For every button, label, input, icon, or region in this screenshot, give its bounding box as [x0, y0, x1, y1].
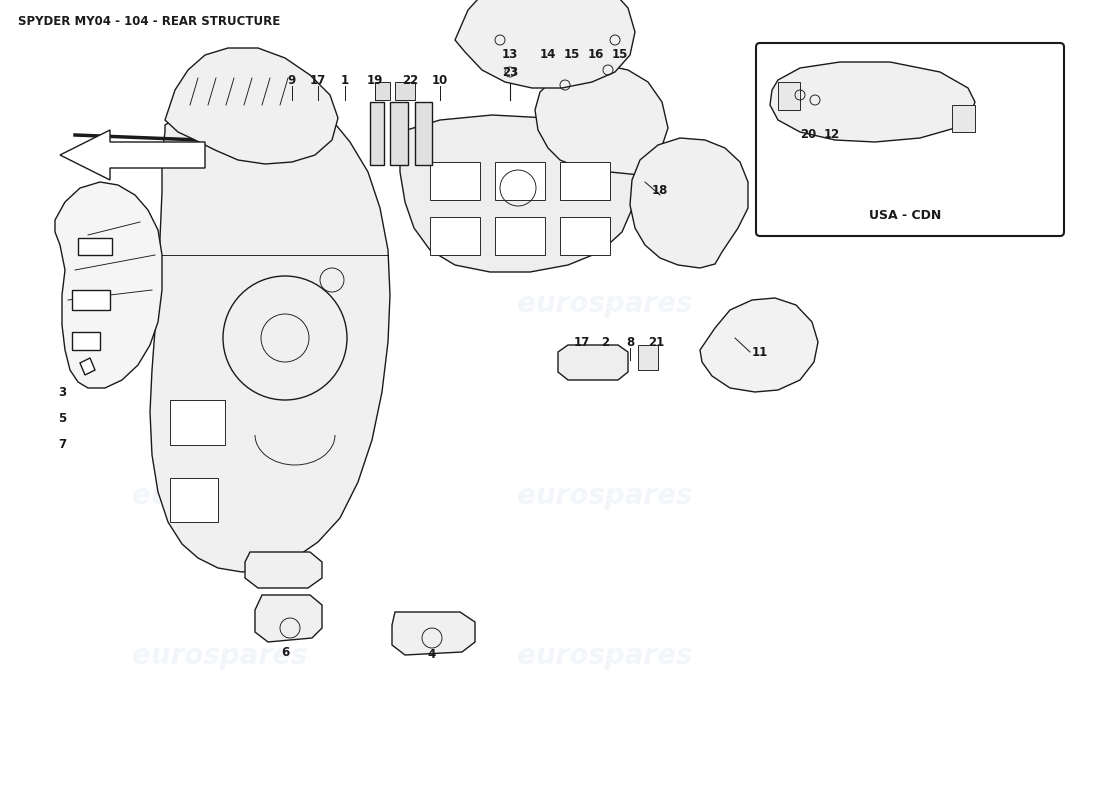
Polygon shape	[778, 82, 800, 110]
Polygon shape	[370, 102, 384, 165]
Text: 17: 17	[574, 335, 590, 349]
Polygon shape	[415, 102, 432, 165]
Polygon shape	[535, 65, 668, 175]
Polygon shape	[700, 298, 818, 392]
Polygon shape	[638, 345, 658, 370]
Polygon shape	[55, 182, 162, 388]
Text: 20: 20	[800, 129, 816, 142]
Text: eurospares: eurospares	[132, 290, 308, 318]
Text: eurospares: eurospares	[132, 482, 308, 510]
FancyBboxPatch shape	[756, 43, 1064, 236]
Text: 3: 3	[58, 386, 66, 398]
Polygon shape	[558, 345, 628, 380]
Text: eurospares: eurospares	[517, 642, 693, 670]
Polygon shape	[430, 162, 480, 200]
Text: 16: 16	[587, 49, 604, 62]
Polygon shape	[375, 82, 390, 100]
Polygon shape	[72, 290, 110, 310]
Polygon shape	[170, 478, 218, 522]
Polygon shape	[400, 115, 635, 272]
Polygon shape	[560, 162, 610, 200]
Text: 19: 19	[366, 74, 383, 86]
Polygon shape	[560, 217, 610, 255]
Text: 21: 21	[648, 335, 664, 349]
Polygon shape	[170, 400, 226, 445]
Text: 13: 13	[502, 49, 518, 62]
Text: USA - CDN: USA - CDN	[869, 209, 942, 222]
Polygon shape	[395, 82, 415, 100]
Text: SPYDER MY04 - 104 - REAR STRUCTURE: SPYDER MY04 - 104 - REAR STRUCTURE	[18, 15, 280, 28]
Polygon shape	[165, 48, 338, 164]
Polygon shape	[390, 102, 408, 165]
Polygon shape	[495, 217, 544, 255]
Polygon shape	[630, 138, 748, 268]
Polygon shape	[255, 595, 322, 642]
Polygon shape	[495, 162, 544, 200]
Text: 4: 4	[428, 649, 436, 662]
Text: eurospares: eurospares	[132, 642, 308, 670]
Polygon shape	[150, 98, 390, 572]
Polygon shape	[952, 105, 975, 132]
Text: 12: 12	[824, 129, 840, 142]
Polygon shape	[770, 62, 975, 142]
Text: 14: 14	[540, 49, 557, 62]
Text: 15: 15	[564, 49, 580, 62]
Text: 11: 11	[752, 346, 768, 358]
Text: 18: 18	[652, 183, 668, 197]
Text: 5: 5	[58, 411, 66, 425]
Text: 23: 23	[502, 66, 518, 78]
Polygon shape	[245, 552, 322, 588]
Text: 10: 10	[432, 74, 448, 86]
Polygon shape	[60, 130, 205, 180]
Text: 15: 15	[612, 49, 628, 62]
Text: 7: 7	[58, 438, 66, 451]
Polygon shape	[455, 0, 635, 88]
Polygon shape	[78, 238, 112, 255]
Text: 22: 22	[402, 74, 418, 86]
Text: 9: 9	[288, 74, 296, 86]
Text: 17: 17	[310, 74, 326, 86]
Polygon shape	[392, 612, 475, 655]
Polygon shape	[430, 217, 480, 255]
Text: eurospares: eurospares	[517, 482, 693, 510]
Text: 2: 2	[601, 335, 609, 349]
Text: 6: 6	[280, 646, 289, 658]
Polygon shape	[72, 332, 100, 350]
Text: 8: 8	[626, 335, 634, 349]
Text: eurospares: eurospares	[517, 290, 693, 318]
Polygon shape	[80, 358, 95, 375]
Text: 1: 1	[341, 74, 349, 86]
